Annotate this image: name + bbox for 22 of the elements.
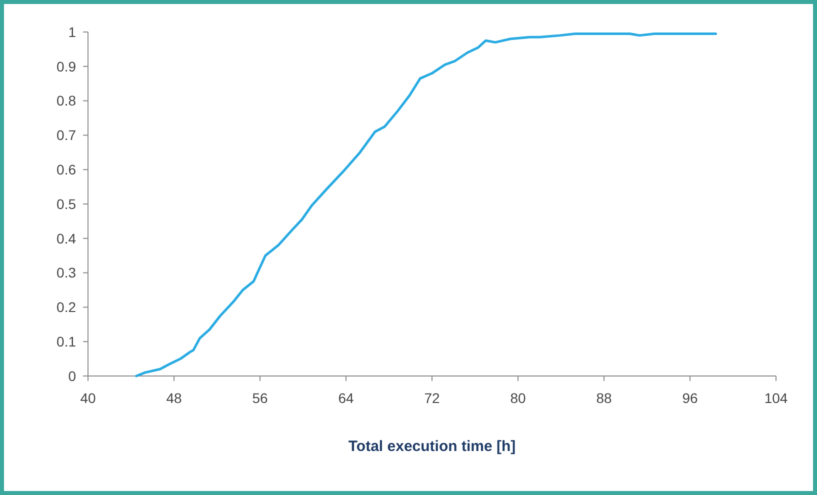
y-tick-label: 0.9 <box>56 58 76 74</box>
y-tick-label: 0.8 <box>56 92 76 109</box>
x-tick-label: 64 <box>338 390 354 406</box>
x-tick-label: 80 <box>510 390 526 406</box>
y-tick-label: 1 <box>68 24 76 40</box>
x-tick-label: 96 <box>682 390 698 406</box>
x-tick-label: 104 <box>764 390 788 406</box>
y-tick-label: 0.2 <box>56 299 76 316</box>
x-tick-label: 88 <box>596 390 612 406</box>
y-tick-label: 0.3 <box>56 264 76 281</box>
x-tick-label: 48 <box>166 390 182 406</box>
x-tick-label: 72 <box>424 390 440 406</box>
x-tick-label: 40 <box>80 390 96 406</box>
y-tick-label: 0.6 <box>56 162 76 178</box>
y-tick-label: 0.1 <box>56 334 76 350</box>
y-tick-label: 0.7 <box>56 127 76 144</box>
x-axis-title: Total execution time [h] <box>348 438 516 455</box>
y-tick-label: 0 <box>68 368 76 384</box>
y-tick-label: 0.4 <box>56 230 76 246</box>
y-tick-label: 0.5 <box>56 196 76 212</box>
x-tick-label: 56 <box>252 390 268 406</box>
line-series <box>135 32 718 378</box>
